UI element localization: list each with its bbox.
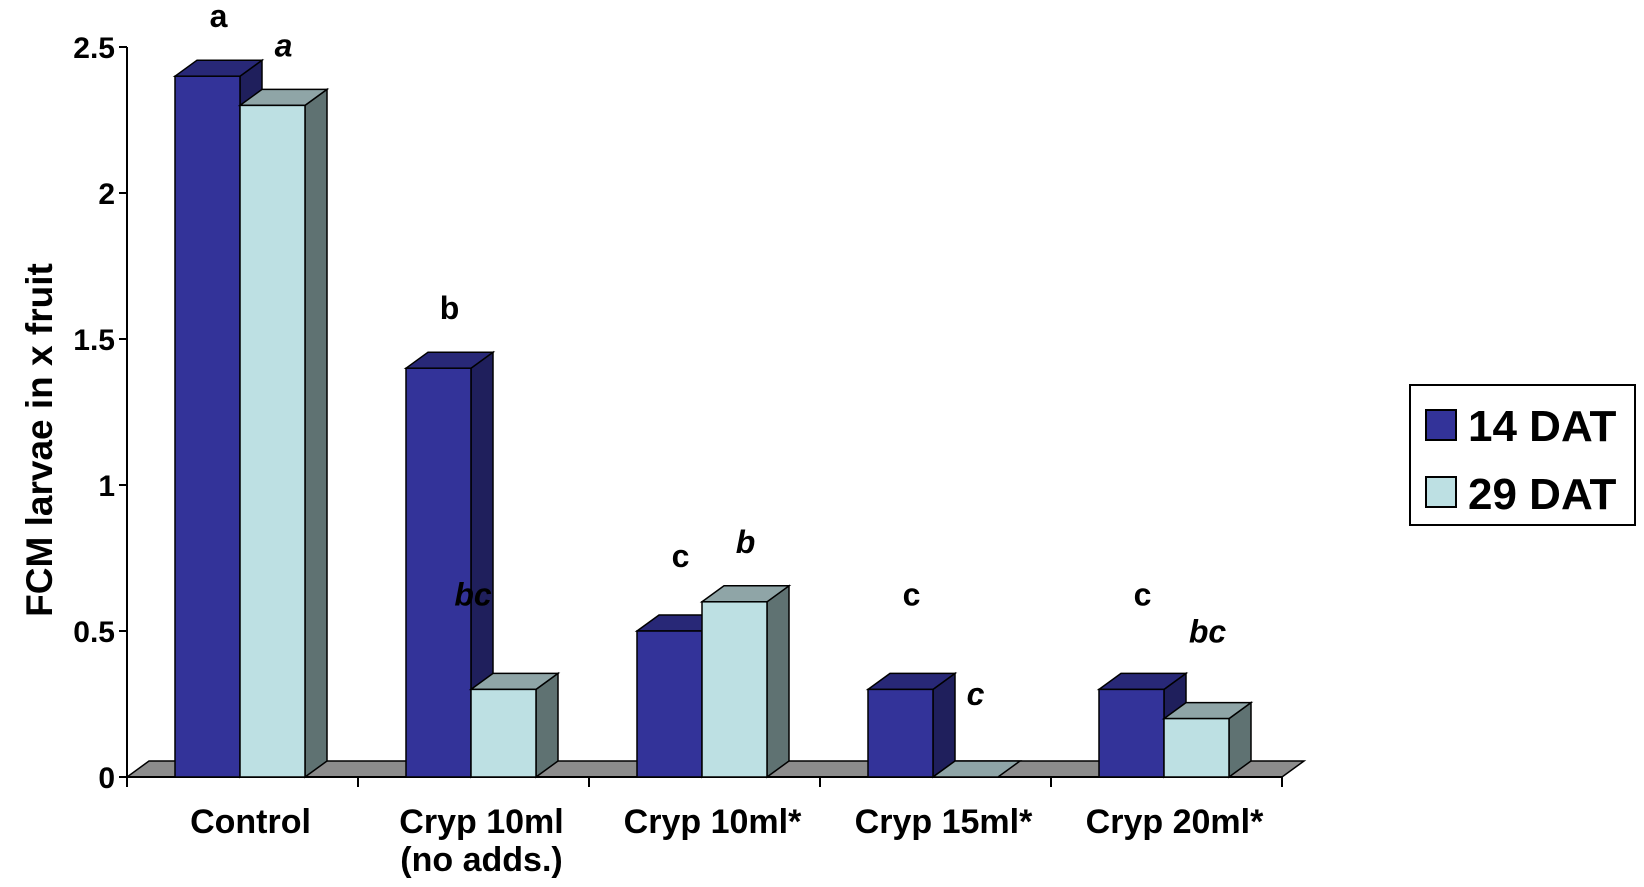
bar-14-dat-cryp-15ml-3 (867, 688, 934, 778)
bar-29-dat-cryp-20ml-4 (1163, 717, 1230, 778)
sig-label-14-dat-control-0: a (210, 0, 228, 34)
bars (172, 58, 1254, 779)
category-label-cryp-15ml-3: Cryp 15ml* (855, 803, 1033, 841)
bar-29-dat-cryp-10ml-1 (470, 688, 537, 778)
sig-label-14-dat-cryp-20ml-4: c (1134, 576, 1152, 612)
bar-29-dat-cryp-10ml-2 (701, 601, 768, 778)
bar-29-dat-cryp-10ml-1-side (535, 671, 559, 779)
y-tick-label-2-5: 2.5 (73, 32, 115, 65)
sig-label-29-dat-cryp-15ml-3: c (967, 676, 985, 712)
bar-14-dat-control-0 (174, 75, 241, 778)
legend-swatch-29-dat (1425, 476, 1457, 508)
sig-label-29-dat-cryp-10ml-2: b (736, 524, 756, 560)
sig-label-29-dat-cryp-10ml-1: bc (454, 576, 492, 612)
y-axis: 0 0.5 1 1.5 2 2.5 (73, 32, 128, 795)
bar-29-dat-control-0 (239, 104, 306, 778)
y-tick-label-2: 2 (98, 178, 115, 211)
sig-label-14-dat-cryp-10ml-1: b (440, 290, 460, 326)
sig-label-14-dat-cryp-10ml-2: c (672, 538, 690, 574)
x-axis: Control Cryp 10ml (no adds.) Cryp 10ml* Cryp… (126, 776, 1283, 879)
sig-label-29-dat-control-0: a (275, 27, 293, 63)
y-axis-title: FCM larvae in x fruit (19, 263, 60, 617)
legend: 14 DAT 29 DAT (1409, 384, 1636, 526)
y-tick-label-0-5: 0.5 (73, 616, 115, 649)
sig-label-29-dat-cryp-20ml-4: bc (1189, 614, 1227, 650)
category-label-cryp-10ml-2: Cryp 10ml* (624, 803, 802, 841)
bar-29-dat-cryp-10ml-2-side (766, 584, 790, 779)
category-label-control-0: Control (190, 803, 311, 841)
bar-29-dat-control-0-side (304, 87, 328, 779)
legend-label-29-dat: 29 DAT (1468, 470, 1616, 519)
sig-label-14-dat-cryp-15ml-3: c (903, 576, 921, 612)
category-label-cryp-10ml-1: Cryp 10ml (no adds.) (399, 803, 563, 879)
y-tick-label-0: 0 (98, 762, 115, 795)
y-tick-label-1-5: 1.5 (73, 324, 115, 357)
bar-14-dat-cryp-15ml-3-side (932, 671, 956, 779)
bar-14-dat-cryp-10ml-2 (636, 630, 703, 778)
category-label-cryp-20ml-4: Cryp 20ml* (1086, 803, 1264, 841)
legend-label-14-dat: 14 DAT (1468, 402, 1616, 451)
y-tick-label-1: 1 (98, 470, 115, 503)
bar-14-dat-cryp-10ml-1 (405, 367, 472, 778)
legend-swatch-14-dat (1425, 409, 1457, 441)
bar-14-dat-cryp-20ml-4 (1098, 688, 1165, 778)
bar-29-dat-cryp-15ml-3-top (930, 760, 1023, 778)
